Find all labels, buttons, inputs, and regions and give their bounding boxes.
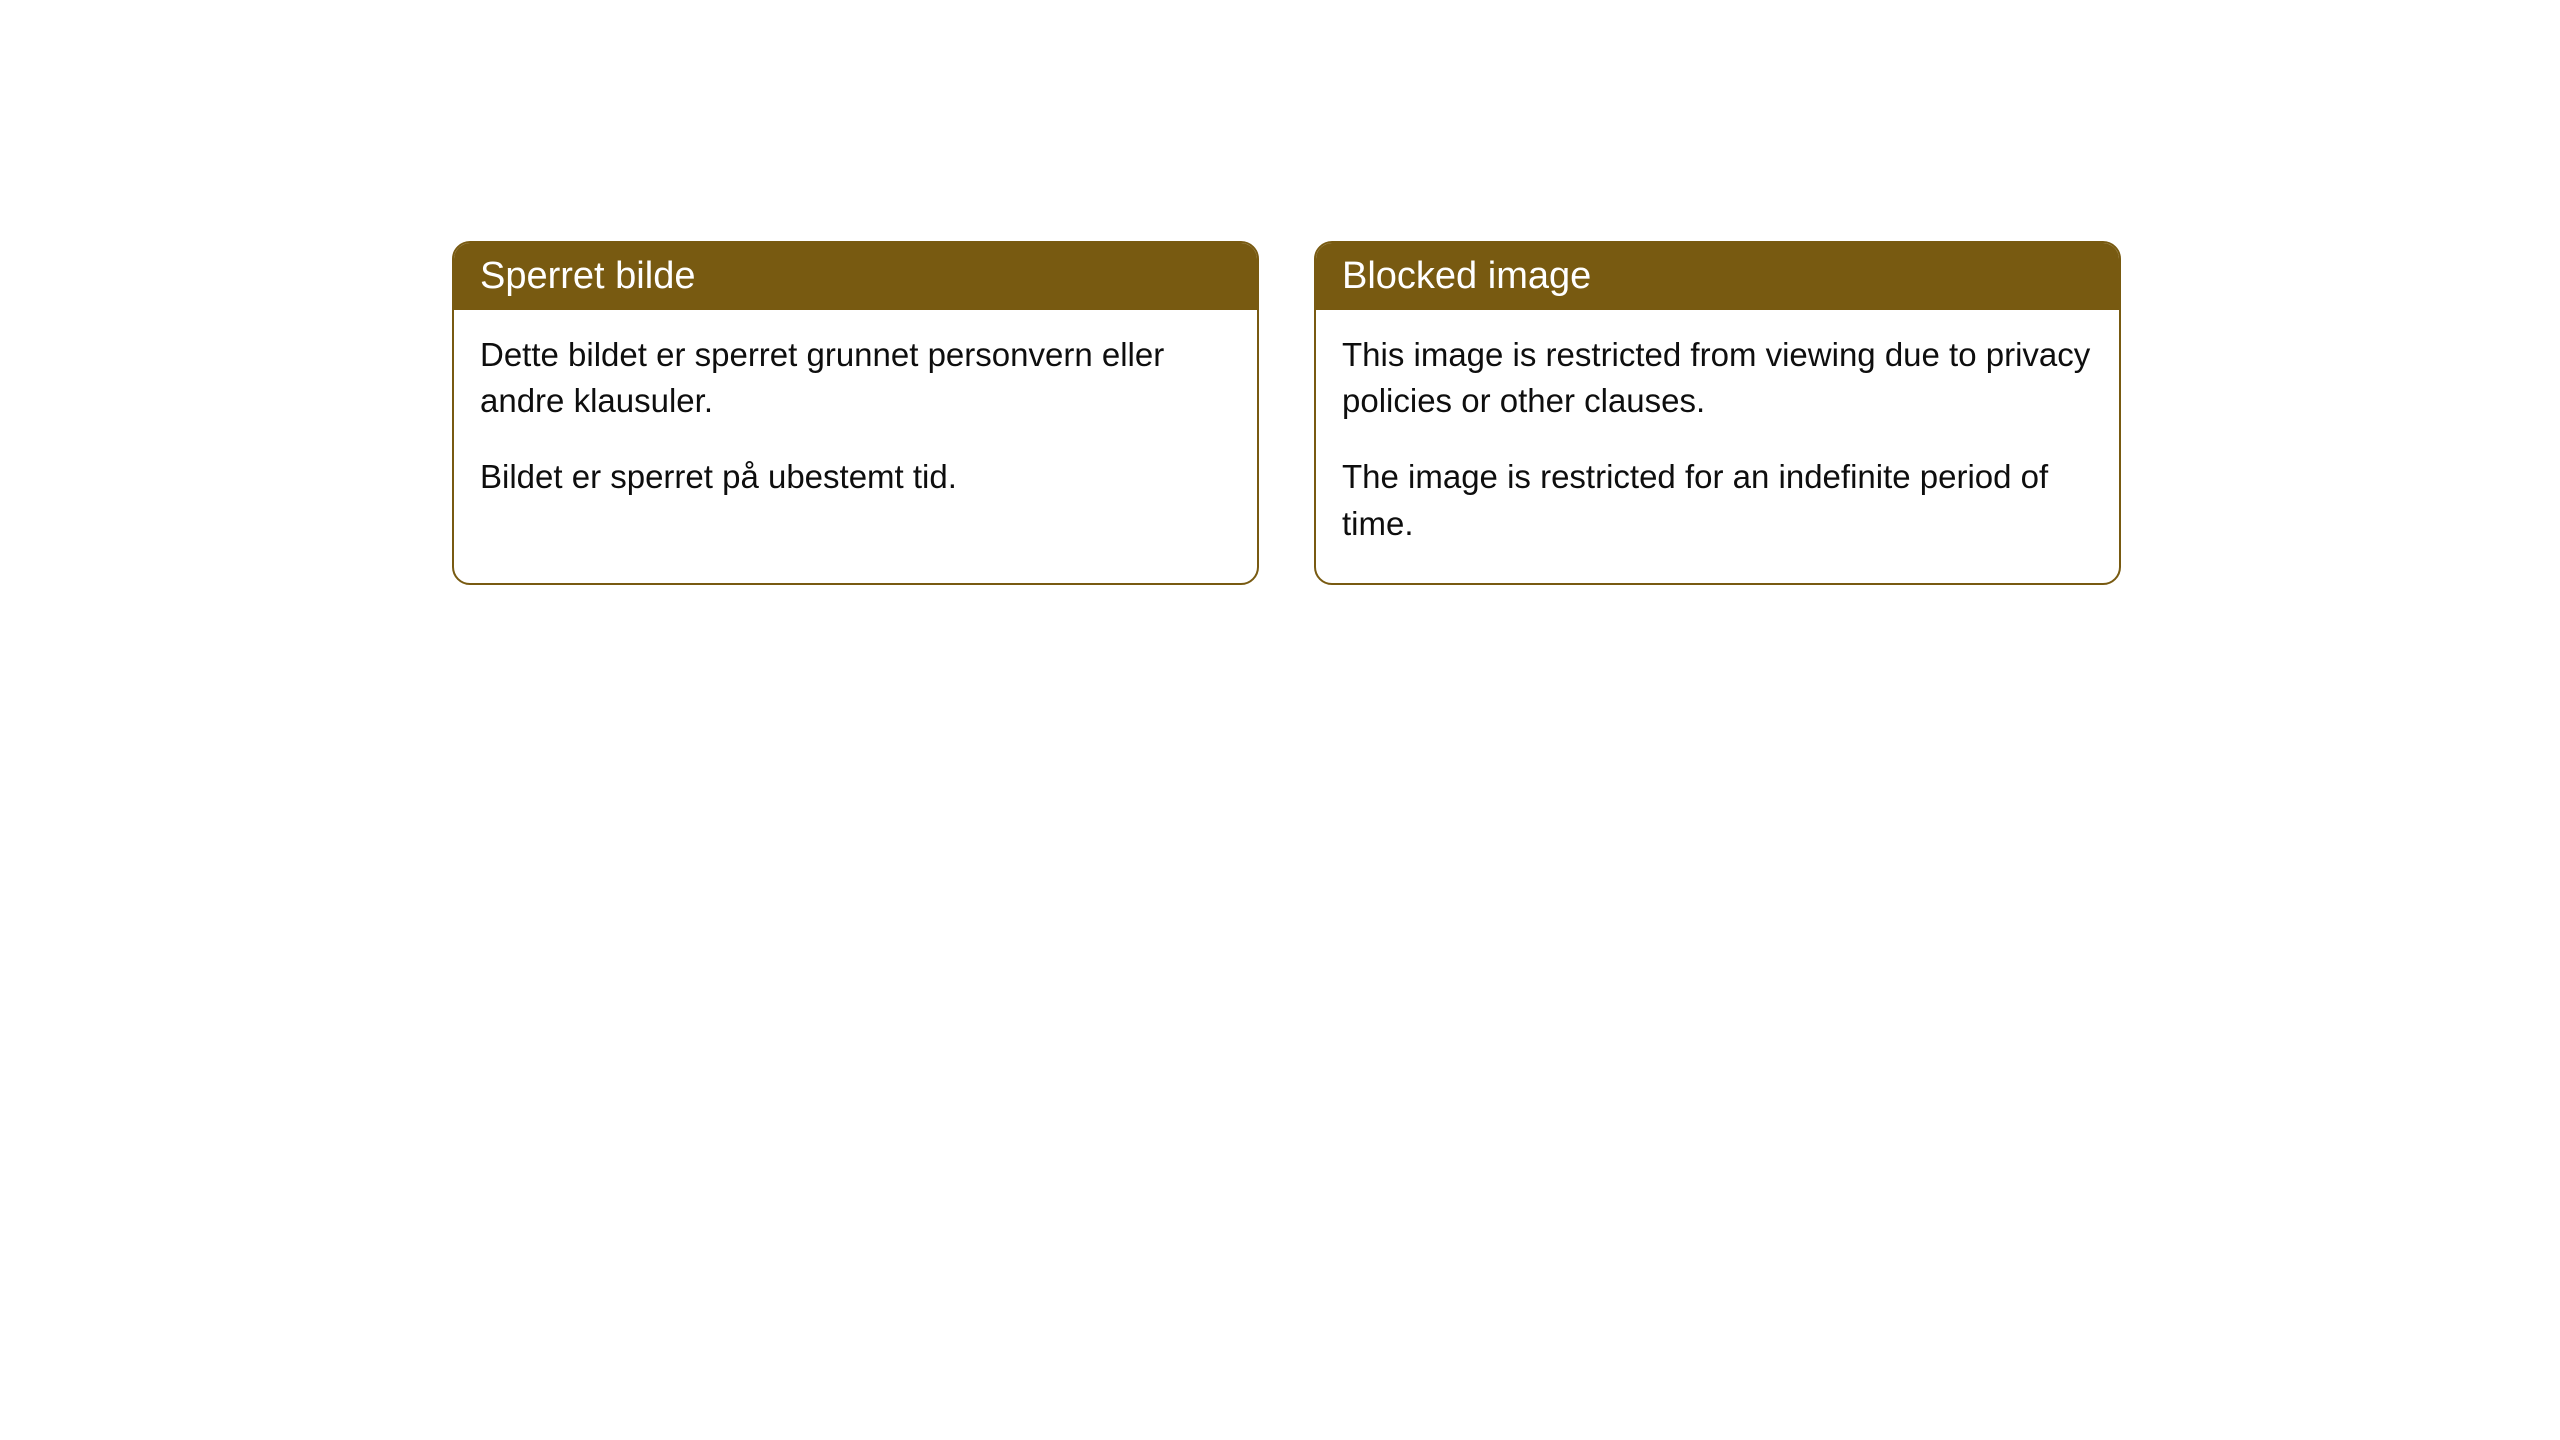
card-paragraph: The image is restricted for an indefinit… [1342, 454, 2093, 546]
card-paragraph: This image is restricted from viewing du… [1342, 332, 2093, 424]
cards-container: Sperret bilde Dette bildet er sperret gr… [452, 241, 2121, 585]
card-title: Sperret bilde [480, 255, 695, 297]
card-title: Blocked image [1342, 255, 1591, 297]
card-paragraph: Bildet er sperret på ubestemt tid. [480, 454, 1231, 500]
card-norwegian: Sperret bilde Dette bildet er sperret gr… [452, 241, 1259, 585]
card-body-english: This image is restricted from viewing du… [1316, 310, 2119, 583]
card-body-norwegian: Dette bildet er sperret grunnet personve… [454, 310, 1257, 537]
card-english: Blocked image This image is restricted f… [1314, 241, 2121, 585]
card-header-norwegian: Sperret bilde [454, 243, 1257, 310]
card-header-english: Blocked image [1316, 243, 2119, 310]
card-paragraph: Dette bildet er sperret grunnet personve… [480, 332, 1231, 424]
